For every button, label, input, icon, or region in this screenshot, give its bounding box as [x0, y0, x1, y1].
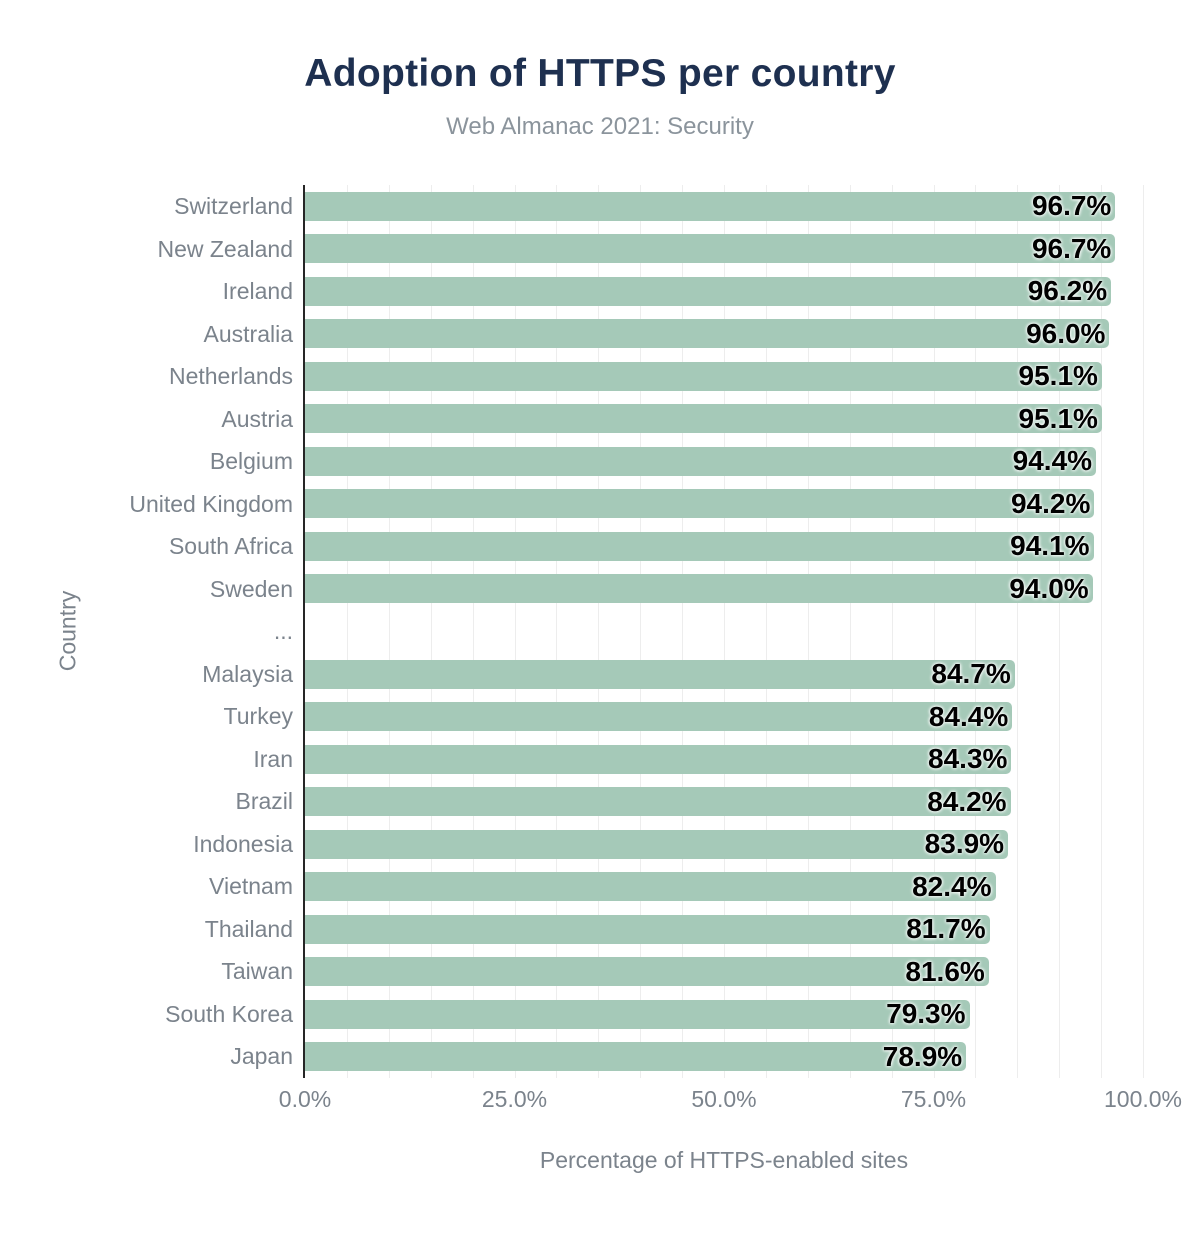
gridline: [807, 185, 809, 1078]
bar-taiwan: 81.6%: [305, 955, 989, 987]
bar-value-label: 94.4%: [1012, 445, 1093, 477]
category-label-netherlands: Netherlands: [168, 363, 293, 390]
bar-value-label: 81.6%: [905, 955, 985, 987]
category-label-malaysia: Malaysia: [202, 660, 293, 687]
ellipsis-label: ...: [273, 618, 293, 645]
category-label-iran: Iran: [253, 745, 293, 772]
category-label-japan: Japan: [230, 1043, 293, 1070]
category-label-taiwan: Taiwan: [221, 958, 293, 985]
bar-value-label: 79.3%: [886, 998, 966, 1030]
bar-iran: 84.3%: [305, 743, 1012, 775]
category-label-turkey: Turkey: [223, 703, 293, 730]
bar-value-label: 84.7%: [931, 658, 1011, 690]
gridline: [346, 185, 348, 1078]
bar-australia: 96.0%: [305, 317, 1110, 349]
bar-austria: 95.1%: [305, 402, 1102, 434]
gridline: [682, 185, 684, 1078]
gridline: [430, 185, 432, 1078]
category-label-united-kingdom: United Kingdom: [129, 490, 293, 517]
bar-value-label: 95.1%: [1018, 402, 1098, 434]
bar-value-label: 96.7%: [1031, 232, 1112, 264]
category-label-thailand: Thailand: [204, 915, 293, 942]
category-label-south-korea: South Korea: [165, 1000, 293, 1027]
bar-value-label: 84.4%: [928, 700, 1009, 732]
category-label-new-zealand: New Zealand: [157, 235, 293, 262]
gridline: [556, 185, 558, 1078]
category-label-switzerland: Switzerland: [174, 193, 293, 219]
category-label-sweden: Sweden: [209, 575, 293, 602]
bar-value-label: 95.1%: [1018, 360, 1098, 392]
x-tick-label: 50.0%: [691, 1086, 757, 1112]
bar-switzerland: 96.7%: [305, 190, 1116, 222]
category-label-brazil: Brazil: [235, 788, 293, 815]
bar-thailand: 81.7%: [305, 913, 990, 945]
gridline: [849, 185, 851, 1078]
bar-value-label: 82.4%: [912, 870, 992, 902]
bar-value-label: 96.0%: [1026, 317, 1106, 349]
gridline: [640, 185, 642, 1078]
bar-value-label: 94.0%: [1009, 572, 1089, 604]
gridline: [724, 185, 725, 1078]
gridline: [514, 185, 516, 1078]
bar-value-label: 84.3%: [928, 743, 1008, 775]
bar-netherlands: 95.1%: [305, 360, 1102, 392]
x-tick-label: 25.0%: [481, 1086, 548, 1112]
bar-united-kingdom: 94.2%: [305, 487, 1095, 519]
bar-value-label: 78.9%: [882, 1040, 963, 1072]
gridline: [1101, 185, 1103, 1078]
bar-new-zealand: 96.7%: [305, 232, 1116, 264]
gridline: [388, 185, 390, 1078]
bar-south-korea: 79.3%: [305, 998, 970, 1030]
bar-value-label: 81.7%: [906, 913, 986, 945]
bar-japan: 78.9%: [305, 1040, 967, 1072]
category-label-austria: Austria: [221, 405, 293, 432]
gridline: [975, 185, 977, 1078]
x-axis-title: Percentage of HTTPS-enabled sites: [539, 1147, 909, 1173]
bar-value-label: 84.2%: [927, 785, 1007, 817]
gridline: [933, 185, 935, 1078]
chart-subtitle: Web Almanac 2021: Security: [446, 113, 754, 140]
bar-sweden: 94.0%: [305, 572, 1093, 604]
gridline: [1143, 185, 1144, 1078]
category-label-ireland: Ireland: [222, 278, 293, 305]
bar-brazil: 84.2%: [305, 785, 1011, 817]
bar-value-label: 94.1%: [1010, 530, 1090, 562]
gridline: [472, 185, 474, 1078]
category-label-vietnam: Vietnam: [209, 873, 293, 900]
x-tick-label: 100.0%: [1103, 1086, 1183, 1112]
plot-area: 96.7% 96.7% 96.2% 96.0% 95.1% 95.1% 94.4% 94.2%…: [303, 185, 1144, 1078]
gridline: [765, 185, 767, 1078]
category-label-south-africa: South Africa: [168, 533, 293, 560]
category-label-indonesia: Indonesia: [193, 830, 293, 857]
bar-turkey: 84.4%: [305, 700, 1013, 732]
bar-belgium: 94.4%: [305, 445, 1097, 477]
bar-value-label: 96.2%: [1027, 275, 1108, 307]
bar-value-label: 83.9%: [924, 828, 1005, 860]
bar-malaysia: 84.7%: [305, 658, 1015, 690]
y-axis-line: [303, 185, 305, 1078]
x-tick-label: 75.0%: [900, 1086, 967, 1112]
category-label-belgium: Belgium: [209, 448, 293, 475]
bar-ireland: 96.2%: [305, 275, 1112, 307]
bar-indonesia: 83.9%: [305, 828, 1009, 860]
chart-title: Adoption of HTTPS per country: [304, 52, 896, 95]
bar-value-label: 94.2%: [1010, 487, 1091, 519]
gridline: [891, 185, 893, 1078]
gridline: [1017, 185, 1019, 1078]
category-label-australia: Australia: [203, 320, 293, 347]
gridline: [598, 185, 600, 1078]
bar-south-africa: 94.1%: [305, 530, 1094, 562]
x-tick-label: 0.0%: [278, 1086, 332, 1112]
gridline: [1059, 185, 1061, 1078]
bar-vietnam: 82.4%: [305, 870, 996, 902]
bar-value-label: 96.7%: [1031, 190, 1112, 222]
